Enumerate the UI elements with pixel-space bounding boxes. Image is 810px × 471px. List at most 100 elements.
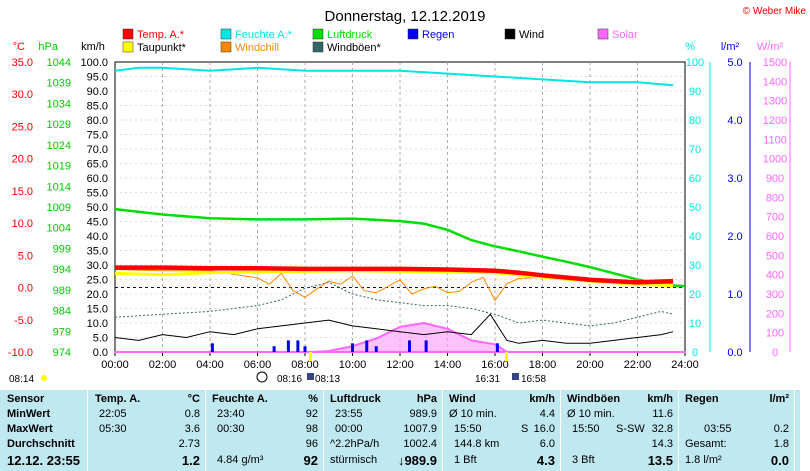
rain-max: 0.2 — [773, 423, 789, 435]
label-min: MinWert — [7, 408, 51, 420]
tick-label-pressure: 1014 — [47, 181, 71, 193]
tick-label-wind: 80.0 — [87, 115, 108, 127]
tick-label-temp: -10.0 — [8, 347, 33, 359]
tick-label-solar: 300 — [766, 289, 784, 301]
tick-label-pressure: 1044 — [47, 57, 71, 69]
tick-label-wind: 15.0 — [87, 304, 108, 316]
tick-label-pressure: 979 — [53, 326, 71, 338]
rain-column: Regen l/m² 03:55 0.2 Gesamt: 1.8 1.8 l/m… — [679, 390, 795, 471]
tick-label-wind: 65.0 — [87, 159, 108, 171]
series-line-feuchte-a — [114, 66, 674, 87]
tick-label-pressure: 1034 — [47, 98, 71, 110]
chart-axes: 35.0 30.0 25.0 20.0 15.0 10.0 5.0 0.0 -5.0 -10.0 1… — [8, 57, 791, 371]
tick-label-temp: 35.0 — [12, 57, 33, 69]
pressure-avg: 1002.4 — [403, 438, 437, 450]
tick-label-wind: 40.0 — [87, 231, 108, 243]
axis-unit-solar: W/m² — [757, 41, 784, 53]
pressure-min: 989.9 — [409, 408, 437, 420]
tick-label-wind: 70.0 — [87, 144, 108, 156]
rain-bar — [408, 340, 411, 352]
legend-swatch-temp-a — [122, 28, 134, 40]
rain-bar — [365, 340, 369, 352]
temp-column: Temp. A. °C 22:05 0.8 05:30 3.6 2.73 1.2 — [88, 390, 206, 471]
gust-max-time: 15:50 — [572, 423, 600, 435]
temp-max-time: 05:30 — [99, 423, 127, 435]
gust-column: Windböen km/h Ø 10 min. 11.6 15:50 S-SW … — [561, 390, 679, 471]
legend-swatch-solar — [597, 28, 609, 40]
tick-label-pressure: 974 — [53, 347, 71, 359]
rain-bar — [351, 343, 354, 352]
tick-label-humidity: 70 — [689, 144, 701, 156]
pressure-current: ↓989.9 — [397, 453, 437, 468]
gust-header: Windböen — [567, 393, 621, 405]
x-tick-label: 04:00 — [196, 359, 224, 371]
sunset-time-2: 16:58 — [521, 374, 546, 385]
tick-label-wind: 0.0 — [93, 347, 108, 359]
tick-label-temp: 10.0 — [12, 218, 33, 230]
humidity-min-time: 23:40 — [217, 408, 245, 420]
tick-label-temp: 0.0 — [18, 283, 33, 295]
tick-label-pressure: 1019 — [47, 161, 71, 173]
rain-bar — [303, 346, 307, 352]
pressure-max-time: 00:00 — [335, 423, 363, 435]
legend-swatch-taupunkt — [122, 41, 134, 53]
wind-header: Wind — [449, 393, 476, 405]
temp-header: Temp. A. — [95, 393, 141, 405]
rain-bar — [424, 340, 428, 352]
tick-label-solar: 800 — [766, 192, 784, 204]
wind-day-avg: 6.0 — [539, 438, 555, 450]
x-tick-label: 12:00 — [386, 359, 414, 371]
pressure-trend: ^2.2hPa/h — [330, 438, 380, 450]
tick-label-solar: 1400 — [763, 76, 787, 88]
gust-max-dir: S-SW — [616, 423, 645, 435]
tick-label-wind: 35.0 — [87, 246, 108, 258]
series-line-windb-en — [114, 281, 674, 327]
pressure-header: Luftdruck — [330, 393, 381, 405]
series-line-luftdruck — [114, 207, 686, 288]
legend-swatch-feuchte-a — [220, 28, 232, 40]
tick-label-wind: 50.0 — [87, 202, 108, 214]
tick-label-pressure: 1024 — [47, 140, 71, 152]
x-tick-label: 14:00 — [434, 359, 462, 371]
pressure-min-time: 23:55 — [335, 408, 363, 420]
tick-label-rain: 4.0 — [727, 115, 742, 127]
sunrise-time-2: 08:13 — [315, 374, 340, 385]
moon-icon — [256, 371, 268, 383]
wind-max: 16.0 — [533, 423, 555, 435]
day-start-marker — [309, 352, 312, 361]
brand-label: © Weber Mike — [743, 6, 807, 17]
tick-label-wind: 45.0 — [87, 217, 108, 229]
legend-swatch-windchill — [220, 41, 232, 53]
pressure-column: Luftdruck hPa 23:55 989.9 00:00 1007.9 ^… — [324, 390, 443, 471]
tick-label-pressure: 994 — [53, 264, 71, 276]
rain-total: 1.8 — [773, 438, 789, 450]
legend-label-feuchte-a: Feuchte A.* — [235, 29, 293, 41]
rain-day: 1.8 l/m² — [685, 454, 722, 466]
label-max: MaxWert — [7, 423, 53, 435]
temp-min: 0.8 — [184, 408, 200, 420]
tick-label-pressure: 1039 — [47, 78, 71, 90]
tick-label-rain: 5.0 — [727, 57, 742, 69]
legend-label-regen: Regen — [422, 29, 454, 41]
weather-chart: Donnerstag, 12.12.2019 © Weber Mike Temp… — [8, 6, 807, 385]
time-marker-left: 08:14 — [9, 374, 34, 385]
statistics-table: Sensor MinWert MaxWert Durchschnitt 12.1… — [0, 390, 800, 471]
tick-label-solar: 1000 — [763, 154, 787, 166]
tick-label-solar: 1100 — [763, 134, 787, 146]
tick-label-solar: 1200 — [763, 115, 787, 127]
tick-label-rain: 0.0 — [727, 347, 742, 359]
tick-label-solar: 600 — [766, 231, 784, 243]
chart-title: Donnerstag, 12.12.2019 — [325, 8, 486, 25]
rain-bar — [272, 346, 276, 352]
tick-label-pressure: 1009 — [47, 202, 71, 214]
humidity-max: 98 — [305, 423, 318, 435]
tick-label-pressure: 984 — [53, 306, 71, 318]
tick-label-temp: 20.0 — [12, 154, 33, 166]
tick-label-wind: 100.0 — [80, 57, 108, 69]
tick-label-solar: 1500 — [763, 57, 787, 69]
tick-label-solar: 0 — [772, 347, 778, 359]
legend-label-taupunkt: Taupunkt* — [137, 42, 187, 54]
tick-label-wind: 20.0 — [87, 289, 108, 301]
rain-bar — [374, 346, 378, 352]
tick-label-pressure: 1004 — [47, 223, 71, 235]
